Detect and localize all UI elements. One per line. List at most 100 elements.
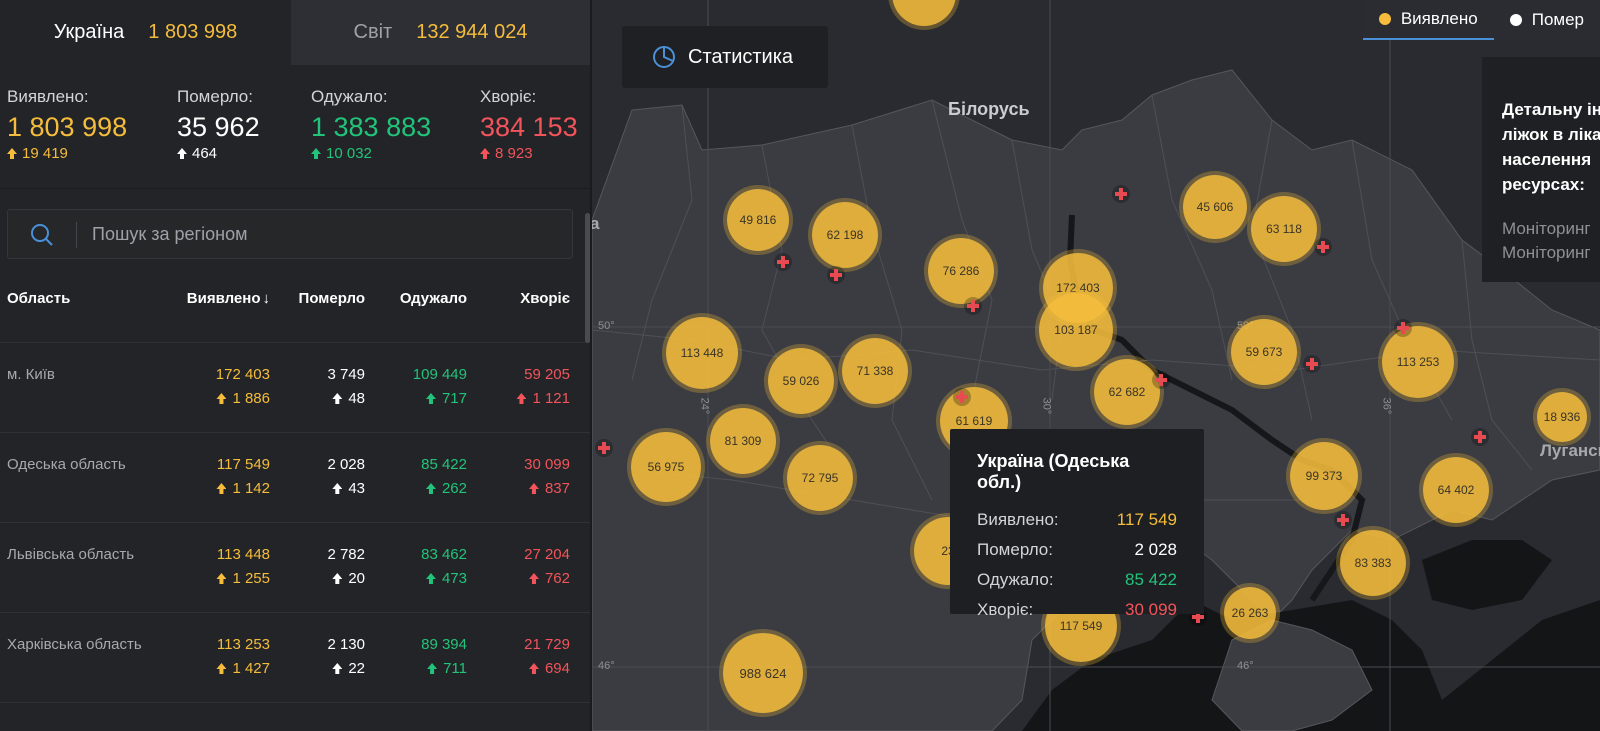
map-bubble[interactable]: 71 338 (842, 338, 908, 404)
header-died[interactable]: Померло (298, 290, 365, 307)
map-bubble[interactable]: 18 936 (1537, 392, 1587, 442)
map-bubble[interactable]: 49 816 (727, 189, 789, 251)
arrow-up-icon (528, 663, 539, 674)
info-line: Детальну ін (1502, 100, 1600, 119)
tab-world[interactable]: Світ 132 944 024 (291, 0, 590, 65)
tooltip-label: Померло: (977, 540, 1053, 559)
map-bubble[interactable]: 81 309 (710, 408, 776, 474)
arrow-up-icon (216, 393, 227, 404)
header-sick[interactable]: Хворіє (520, 290, 570, 307)
region-detected: 117 549 (216, 456, 270, 473)
map-bubble[interactable]: 103 187 (1039, 293, 1113, 367)
map-bubble[interactable]: 72 795 (787, 445, 853, 511)
legend-detected-label: Виявлено (1400, 9, 1478, 28)
map-bubble[interactable]: 59 026 (768, 348, 834, 414)
map-bubble[interactable]: 59 673 (1231, 319, 1297, 385)
map-bubble[interactable]: 988 624 (723, 633, 803, 713)
legend-dot-icon (1509, 14, 1522, 26)
map-bubble[interactable]: 56 975 (631, 432, 701, 502)
sort-arrow-icon: ↓ (262, 290, 271, 307)
region-sick: 21 729 (524, 636, 570, 653)
tooltip-label: Виявлено: (977, 510, 1059, 529)
legend-detected[interactable]: Виявлено (1362, 0, 1494, 40)
table-row[interactable]: м. Київ 172 403 1 886 3 749 48 109 449 717 59 2… (0, 343, 590, 433)
hospital-cross-icon[interactable] (1112, 185, 1130, 203)
statistics-button[interactable]: Статистика (622, 26, 828, 88)
map-bubble[interactable]: 63 118 (1251, 196, 1317, 262)
search-area (0, 189, 590, 259)
delta-value: 20 (348, 570, 365, 587)
map-bubble[interactable]: 76 286 (928, 238, 994, 304)
total-sick-label: Хворіє: (480, 87, 537, 106)
header-detected[interactable]: Виявлено ↓ (187, 290, 270, 307)
hospital-cross-icon[interactable] (1303, 355, 1321, 373)
region-detected: 113 253 (216, 636, 270, 653)
tab-ukraine-value: 1 803 998 (148, 21, 238, 43)
search-box (7, 209, 573, 259)
total-died-delta: 464 (177, 145, 260, 162)
arrow-up-icon (528, 573, 539, 584)
hospital-cross-icon[interactable] (827, 266, 845, 284)
search-icon[interactable] (30, 223, 54, 247)
map-bubble[interactable]: 113 448 (666, 317, 738, 389)
delta-value: 1 255 (232, 570, 270, 587)
delta-value: 694 (544, 660, 570, 677)
hospital-cross-icon[interactable] (964, 297, 982, 315)
search-input[interactable] (92, 210, 552, 258)
hospital-cross-icon[interactable] (595, 439, 613, 457)
delta-value: 43 (348, 480, 365, 497)
map-bubble[interactable]: 99 373 (1290, 442, 1358, 510)
hospital-cross-icon[interactable] (953, 388, 971, 406)
total-recovered: Одужало: 1 383 883 10 032 (311, 87, 431, 162)
map-bubble[interactable]: 83 383 (1340, 530, 1406, 596)
map-bubble[interactable]: 62 682 (1094, 359, 1160, 425)
arrow-up-icon (311, 148, 321, 159)
region-sick: 27 204 (524, 546, 570, 563)
map-bubble[interactable]: 113 253 (1382, 326, 1454, 398)
tooltip-value: 2 028 (1134, 540, 1177, 559)
hospital-cross-icon[interactable] (1314, 238, 1332, 256)
tooltip-value: 117 549 (1116, 510, 1177, 529)
map-bubble[interactable]: 64 402 (1423, 457, 1489, 523)
legend-died[interactable]: Помер (1494, 0, 1600, 40)
hospital-cross-icon[interactable] (1152, 371, 1170, 389)
info-panel: Детальну ін ліжок в ліка населення ресур… (1482, 57, 1600, 282)
tooltip-title: Україна (Одеська обл.) (977, 451, 1130, 492)
region-recovered-delta: 473 (425, 570, 467, 587)
map-area[interactable]: 50° 50° 46° 46° 24° 30° 36° Білорусь Луг… (592, 0, 1600, 731)
tooltip-value: 85 422 (1125, 570, 1177, 589)
map-bubble[interactable]: 45 606 (1183, 175, 1247, 239)
monitoring-link[interactable]: Моніторинг (1502, 243, 1591, 262)
total-died-value: 35 962 (177, 112, 260, 142)
table-row[interactable]: Одеська область 117 549 1 142 2 028 43 85 422… (0, 433, 590, 523)
hospital-cross-icon[interactable] (1334, 511, 1352, 529)
map-bubble[interactable]: 62 198 (812, 202, 878, 268)
table-row[interactable]: Харківська область 113 253 1 427 2 130 22 89 … (0, 613, 590, 703)
scrollbar[interactable] (585, 213, 590, 343)
tooltip-label: Одужало: (977, 570, 1054, 589)
hospital-cross-icon[interactable] (1394, 319, 1412, 337)
tab-ukraine-label: Україна (53, 21, 125, 43)
delta-value: 1 121 (532, 390, 570, 407)
table-row[interactable]: Львівська область 113 448 1 255 2 782 20 83 4… (0, 523, 590, 613)
legend-died-label: Помер (1531, 10, 1584, 29)
arrow-up-icon (425, 393, 436, 404)
arrow-up-icon (216, 663, 227, 674)
region-died-delta: 20 (332, 570, 365, 587)
pie-chart-icon (653, 46, 675, 68)
tab-ukraine[interactable]: Україна 1 803 998 (0, 0, 292, 65)
header-region[interactable]: Область (7, 290, 71, 307)
map-bubble[interactable]: 26 263 (1224, 587, 1276, 639)
monitoring-link[interactable]: Моніторинг (1502, 219, 1591, 238)
region-sick: 59 205 (524, 366, 570, 383)
tooltip-value: 30 099 (1125, 600, 1177, 619)
country-label-belarus: Білорусь (948, 99, 1030, 119)
hospital-cross-icon[interactable] (1471, 428, 1489, 446)
total-detected-delta: 19 419 (7, 145, 127, 162)
header-detected-label: Виявлено (186, 290, 261, 307)
total-died-label: Померло: (177, 87, 253, 106)
region-name: Львівська область (7, 546, 135, 563)
hospital-cross-icon[interactable] (774, 253, 792, 271)
header-recovered[interactable]: Одужало (399, 290, 467, 307)
region-detected-delta: 1 427 (216, 660, 270, 677)
